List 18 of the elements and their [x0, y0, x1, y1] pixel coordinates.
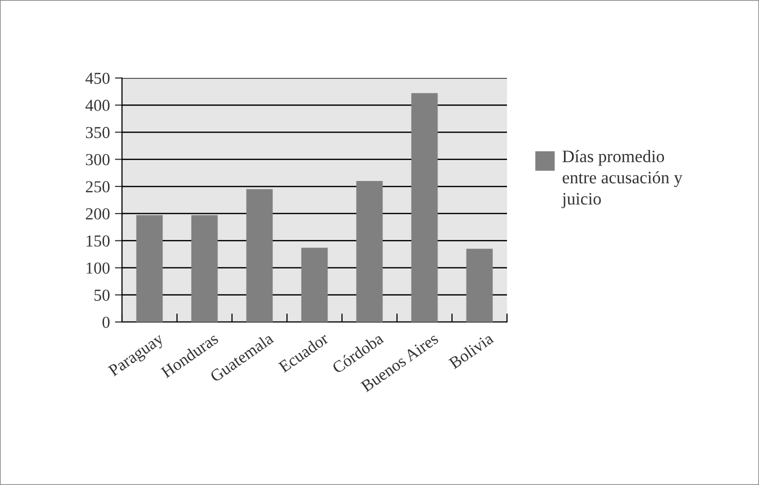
y-tick-label: 50 [94, 290, 110, 301]
bar [356, 181, 383, 322]
y-tick-label: 150 [86, 235, 110, 247]
bar [191, 215, 218, 322]
y-tick-label: 350 [86, 126, 110, 138]
y-tick-label: 200 [86, 208, 110, 220]
bar [411, 93, 438, 322]
y-tick-label: 250 [86, 181, 110, 192]
bar [136, 215, 163, 322]
bar [466, 248, 493, 322]
y-tick-label: 100 [86, 262, 110, 274]
bar [246, 189, 273, 322]
bar [301, 248, 328, 322]
y-tick-label: 0 [102, 316, 110, 328]
y-tick-label: 400 [86, 100, 110, 112]
legend-label: Días promedio entre acusación y juicio [562, 150, 682, 208]
y-tick-label: 300 [86, 154, 110, 166]
y-tick-label: 450 [86, 72, 110, 84]
